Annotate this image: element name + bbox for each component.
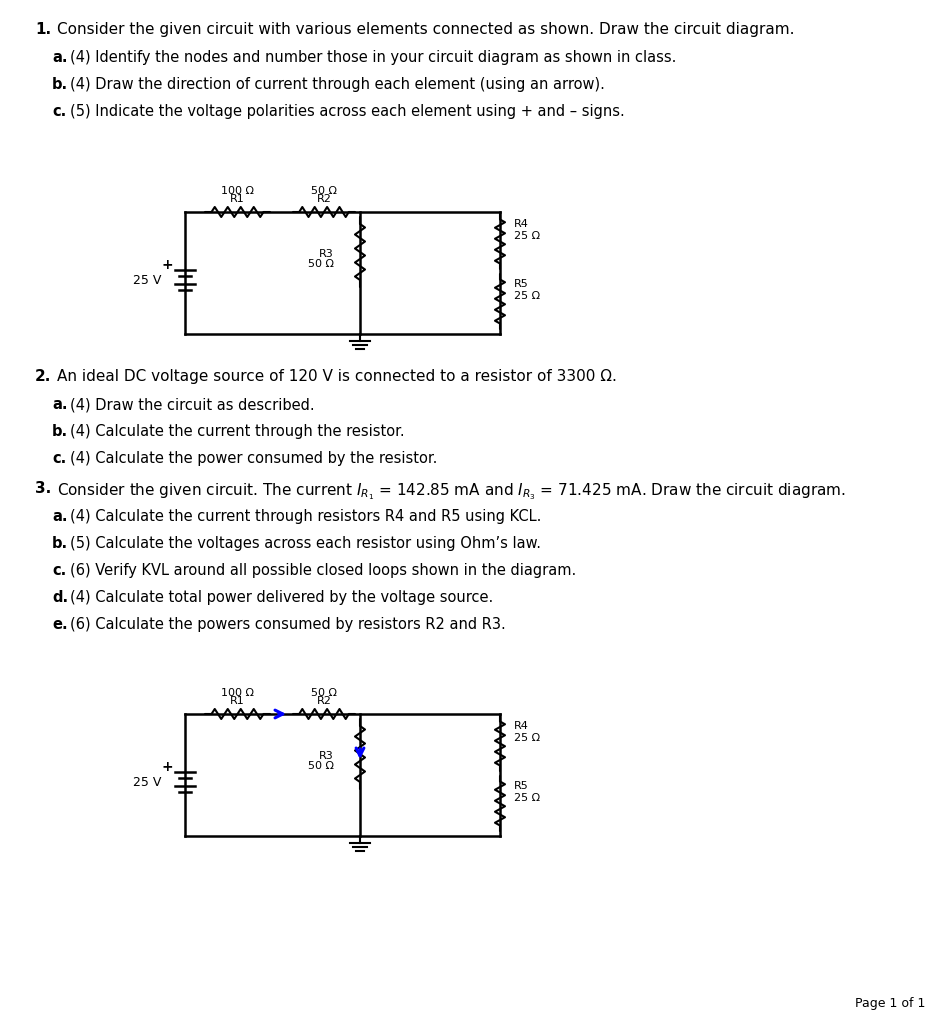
Text: R1: R1 <box>229 194 245 204</box>
Text: 50 Ω: 50 Ω <box>310 186 337 196</box>
Text: 50 Ω: 50 Ω <box>307 761 333 771</box>
Text: Page 1 of 1: Page 1 of 1 <box>854 997 924 1010</box>
Text: 50 Ω: 50 Ω <box>310 688 337 698</box>
Text: b.: b. <box>52 536 68 551</box>
Text: (5) Calculate the voltages across each resistor using Ohm’s law.: (5) Calculate the voltages across each r… <box>69 536 541 551</box>
Text: R2: R2 <box>316 194 331 204</box>
Text: (4) Calculate the power consumed by the resistor.: (4) Calculate the power consumed by the … <box>69 451 437 466</box>
Text: 25 Ω: 25 Ω <box>513 291 540 301</box>
Text: +: + <box>161 258 172 272</box>
Text: c.: c. <box>52 451 67 466</box>
Text: e.: e. <box>52 617 68 632</box>
Text: R3: R3 <box>319 249 333 259</box>
Text: (6) Calculate the powers consumed by resistors R2 and R3.: (6) Calculate the powers consumed by res… <box>69 617 506 632</box>
Text: 100 Ω: 100 Ω <box>221 186 254 196</box>
Text: (4) Identify the nodes and number those in your circuit diagram as shown in clas: (4) Identify the nodes and number those … <box>69 50 676 65</box>
Text: a.: a. <box>52 509 68 524</box>
Text: c.: c. <box>52 104 67 119</box>
Text: 25 V: 25 V <box>132 776 161 790</box>
Text: 100 Ω: 100 Ω <box>221 688 254 698</box>
Text: R4: R4 <box>513 721 528 731</box>
Text: a.: a. <box>52 50 68 65</box>
Text: 25 Ω: 25 Ω <box>513 733 540 743</box>
Text: (4) Calculate total power delivered by the voltage source.: (4) Calculate total power delivered by t… <box>69 590 493 605</box>
Text: 25 V: 25 V <box>132 274 161 288</box>
Text: (4) Draw the direction of current through each element (using an arrow).: (4) Draw the direction of current throug… <box>69 77 605 92</box>
Text: +: + <box>161 760 172 774</box>
Text: R3: R3 <box>319 751 333 761</box>
Text: b.: b. <box>52 424 68 439</box>
Text: R2: R2 <box>316 696 331 706</box>
Text: (4) Calculate the current through resistors R4 and R5 using KCL.: (4) Calculate the current through resist… <box>69 509 541 524</box>
Text: (4) Draw the circuit as described.: (4) Draw the circuit as described. <box>69 397 314 412</box>
Text: 25 Ω: 25 Ω <box>513 231 540 241</box>
Text: R5: R5 <box>513 781 528 791</box>
Text: R5: R5 <box>513 279 528 289</box>
Text: (4) Calculate the current through the resistor.: (4) Calculate the current through the re… <box>69 424 405 439</box>
Text: 50 Ω: 50 Ω <box>307 259 333 269</box>
Text: (6) Verify KVL around all possible closed loops shown in the diagram.: (6) Verify KVL around all possible close… <box>69 563 576 578</box>
Text: 1.: 1. <box>35 22 51 37</box>
Text: An ideal DC voltage source of 120 V is connected to a resistor of 3300 Ω.: An ideal DC voltage source of 120 V is c… <box>57 369 616 384</box>
Text: 25 Ω: 25 Ω <box>513 793 540 803</box>
Text: d.: d. <box>52 590 68 605</box>
Text: (5) Indicate the voltage polarities across each element using + and – signs.: (5) Indicate the voltage polarities acro… <box>69 104 625 119</box>
Text: 3.: 3. <box>35 481 51 496</box>
Text: c.: c. <box>52 563 67 578</box>
Text: 2.: 2. <box>35 369 51 384</box>
Text: Consider the given circuit. The current $I_{R_1}$ = 142.85 mA and $I_{R_3}$ = 71: Consider the given circuit. The current … <box>57 481 845 502</box>
Text: R1: R1 <box>229 696 245 706</box>
Text: Consider the given circuit with various elements connected as shown. Draw the ci: Consider the given circuit with various … <box>57 22 794 37</box>
Text: R4: R4 <box>513 219 528 229</box>
Text: a.: a. <box>52 397 68 412</box>
Text: b.: b. <box>52 77 68 92</box>
